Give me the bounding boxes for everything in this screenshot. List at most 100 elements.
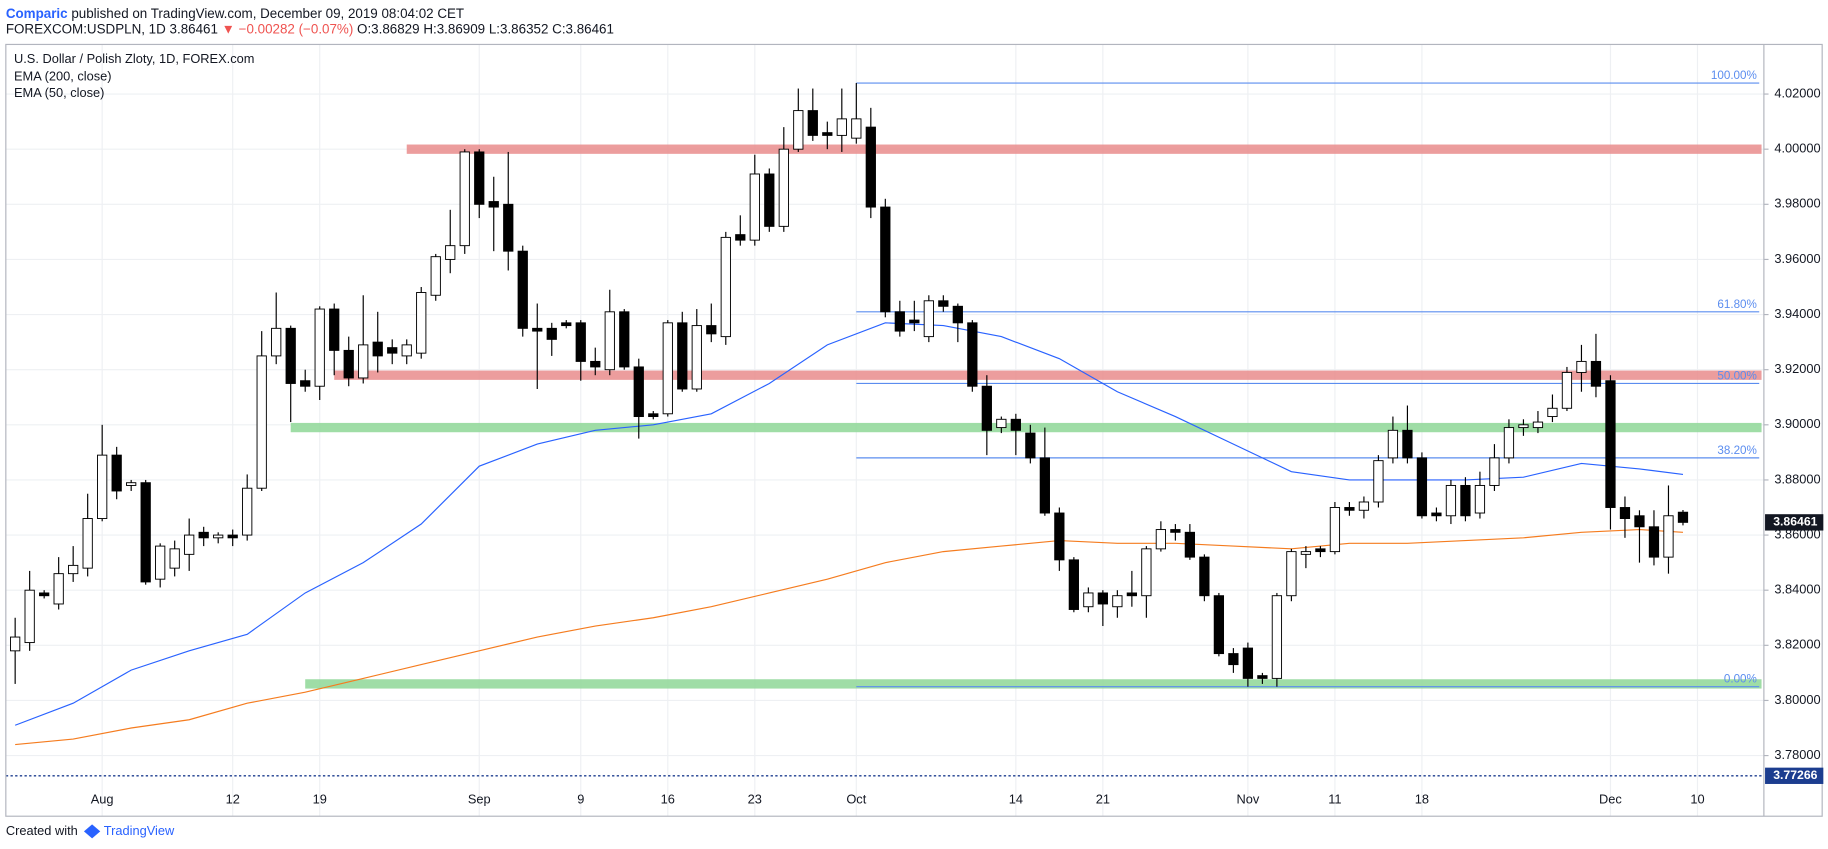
candle-body [1358,501,1370,511]
candle-body [82,518,93,569]
ohlc-open: O:3.86829 [357,21,420,36]
candle-body [619,311,630,368]
candle-body [140,482,151,583]
y-tick-label: 3.84000 [1774,582,1820,597]
x-tick-label: Aug [91,791,114,806]
candle-body [401,344,412,357]
candle-body [1590,360,1602,387]
candle-body [1648,526,1660,558]
candle-body [372,341,383,357]
candle-body [590,360,601,368]
y-tick-label: 3.90000 [1774,416,1820,431]
candle-body [793,110,804,150]
candle-body [111,454,122,492]
candle-body [1025,432,1036,459]
candle-body [996,418,1007,429]
candle-body [1431,512,1442,517]
header-line: Comparic published on TradingView.com, D… [6,6,464,21]
candle-body [1329,507,1341,553]
candle-body [1170,529,1181,533]
y-tick-label: 3.92000 [1774,361,1820,376]
candle-body [1619,507,1631,519]
candle-body [1068,559,1079,610]
candle-body [561,322,572,327]
footer-text: Created with [6,823,78,838]
ema-line [15,528,1684,746]
candle-body [155,545,166,580]
candle-body [1315,548,1326,553]
candle-body [256,355,267,489]
candle-body [1402,429,1413,459]
candle-body [1605,380,1616,508]
candle-body [1286,551,1297,597]
candle-body [1184,531,1196,558]
candle-body [1344,507,1355,511]
zone [406,144,1762,154]
candle-body [126,482,137,486]
candle-body [706,325,717,335]
candle-body [300,380,311,387]
candle-body [880,206,891,313]
candle-body [459,151,470,247]
candle-body [184,534,195,555]
y-tick-label: 3.80000 [1774,692,1820,707]
candle-body [1126,592,1137,597]
candle-body [546,327,557,340]
x-tick-label: Oct [846,791,866,806]
candle-body [1300,551,1312,555]
candle-body [1503,427,1515,459]
x-tick-label: 14 [1009,791,1023,806]
x-tick-label: 18 [1415,791,1429,806]
candle-body [343,349,354,379]
candle-body [1257,675,1268,679]
y-tick-label: 3.94000 [1774,306,1820,321]
legend-entry: EMA (200, close) [14,68,112,83]
candle-body [242,487,253,536]
candle-body [285,327,296,384]
x-tick-label: 23 [748,791,762,806]
candle-body [1474,484,1486,514]
x-tick-label: Sep [468,791,491,806]
candle-body [53,573,64,605]
candle-body [778,148,789,227]
candle-body [1242,647,1254,679]
candle-body [358,344,369,379]
candle-body [488,201,499,208]
fib-label: 38.20% [1717,444,1756,457]
fib-label: 61.80% [1717,298,1756,311]
y-tick-label: 3.98000 [1774,196,1820,211]
candle-body [1373,460,1384,503]
x-tick-label: Nov [1236,791,1259,806]
candle-body [1576,360,1587,373]
fib-label: 50.00% [1717,370,1756,383]
candle-body [807,110,818,136]
footer-brand[interactable]: TradingView [104,823,175,838]
candle-body [677,322,688,390]
candle-body [851,118,862,139]
logo [83,824,101,839]
fib-label: 0.00% [1724,673,1757,686]
candle-body [822,132,833,136]
candle-body [97,454,108,519]
zone [290,422,1762,433]
candle-body [1518,424,1529,429]
candle-body [10,636,21,652]
candle-body [271,327,282,357]
candle-body [387,347,398,354]
price-label: 3.77266 [1773,768,1817,782]
candle-body [517,250,528,329]
candle-body [735,234,746,241]
candle-body [1460,484,1471,517]
candle-body [836,118,847,136]
candle-body [532,327,543,332]
candle-body [575,322,586,362]
candle-body [1663,515,1674,558]
candle-body [1387,429,1399,459]
candle-body [474,151,485,205]
candle-body [1083,592,1094,608]
author[interactable]: Comparic [6,6,68,21]
fib-label: 100.00% [1711,69,1757,82]
candle-body [213,534,224,539]
published: published on TradingView.com, December 0… [68,6,465,21]
x-tick-label: 11 [1328,791,1341,806]
